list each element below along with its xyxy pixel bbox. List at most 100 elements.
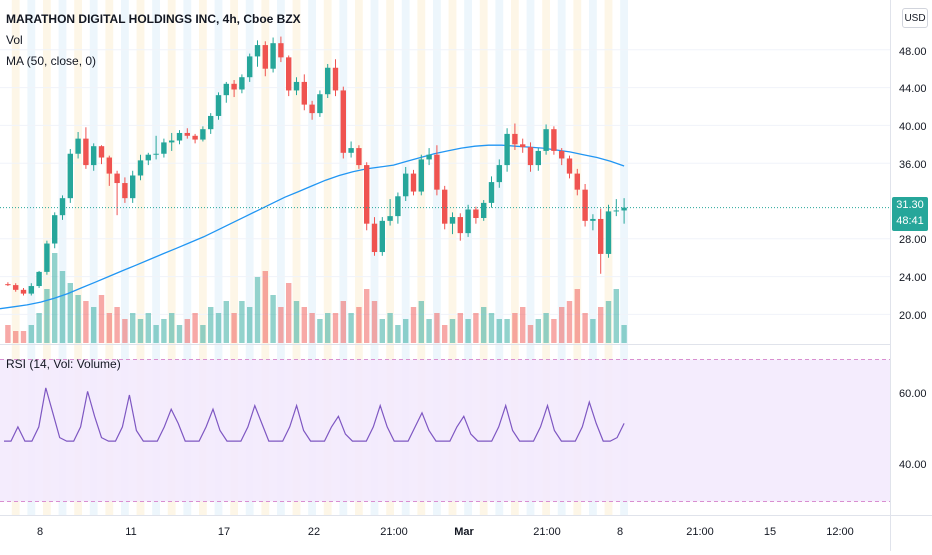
- time-tick: 8: [36, 526, 44, 538]
- session-band: [573, 0, 582, 515]
- volume-bar: [215, 313, 222, 343]
- candle-body: [278, 43, 284, 58]
- volume-bar: [208, 307, 214, 343]
- candle-body: [317, 94, 323, 114]
- candle-body: [36, 271, 42, 287]
- volume-bar: [543, 313, 549, 343]
- session-band: [58, 0, 67, 515]
- volume-bar: [418, 301, 424, 343]
- candle-body: [83, 138, 89, 166]
- session-band: [401, 0, 410, 515]
- session-band: [464, 0, 472, 515]
- volume-bar: [67, 283, 73, 343]
- candle-body: [59, 198, 66, 216]
- volume-bar: [59, 271, 66, 343]
- candle-body: [379, 220, 385, 253]
- volume-bar: [293, 301, 300, 343]
- rsi-tick: 60.00: [899, 388, 927, 400]
- session-band: [495, 0, 504, 515]
- volume-bar: [426, 319, 432, 343]
- volume-bar: [176, 325, 183, 343]
- session-band: [199, 0, 207, 515]
- price-tick: 48.00: [899, 46, 927, 58]
- session-band: [11, 0, 20, 515]
- session-band: [370, 0, 379, 515]
- volume-legend[interactable]: Vol: [6, 33, 23, 47]
- candle-body: [169, 140, 175, 143]
- candle-body: [231, 83, 237, 90]
- volume-bar: [36, 313, 42, 343]
- candle-body: [254, 45, 261, 57]
- volume-bar: [145, 313, 151, 343]
- candle-body: [122, 183, 128, 199]
- time-tick: 15: [763, 526, 777, 538]
- session-band: [277, 0, 285, 515]
- candle-body: [223, 83, 229, 96]
- candle-body: [293, 81, 300, 91]
- volume-bar: [28, 325, 34, 343]
- candle-body: [605, 211, 612, 254]
- session-band: [526, 0, 535, 515]
- candle-body: [613, 210, 619, 212]
- candle-body: [566, 158, 573, 174]
- price-axis[interactable]: 48.00 44.00 40.00 36.00 28.00 24.00 20.0…: [890, 0, 932, 515]
- last-price-value: 31.30: [896, 199, 924, 211]
- candle-body: [28, 286, 34, 294]
- candle-body: [332, 67, 339, 91]
- candle-body: [247, 56, 253, 78]
- volume-bar: [387, 313, 393, 343]
- volume-bar: [559, 307, 565, 343]
- volume-bar: [473, 313, 479, 343]
- volume-bar: [200, 325, 206, 343]
- session-band: [417, 0, 426, 515]
- candle-body: [473, 209, 479, 219]
- volume-bar: [106, 313, 112, 343]
- session-band: [183, 0, 192, 515]
- symbol-title[interactable]: MARATHON DIGITAL HOLDINGS INC, 4h, Cboe …: [6, 12, 301, 26]
- candle-body: [387, 216, 393, 221]
- session-band: [479, 0, 488, 515]
- currency-button[interactable]: USD: [902, 8, 928, 28]
- volume-bar: [286, 283, 292, 343]
- candle-body: [44, 243, 50, 272]
- price-tick: 40.00: [899, 121, 927, 133]
- chart-canvas[interactable]: [0, 0, 890, 550]
- candle-body: [551, 129, 557, 151]
- candle-body: [449, 217, 456, 224]
- pane-divider[interactable]: [0, 344, 890, 345]
- session-band: [355, 0, 363, 515]
- rsi-legend[interactable]: RSI (14, Vol: Volume): [6, 357, 121, 371]
- candle-body: [434, 154, 440, 190]
- volume-bar: [395, 325, 401, 343]
- volume-bar: [566, 301, 573, 343]
- volume-bar: [364, 289, 370, 343]
- candle-body: [512, 133, 518, 145]
- time-tick: Mar: [454, 526, 474, 538]
- chart-area[interactable]: [0, 0, 890, 550]
- axis-corner: [890, 515, 932, 551]
- time-axis[interactable]: 8 11 17 22 21:00 Mar 21:00 8 21:00 15 12…: [0, 515, 890, 551]
- volume-bar: [130, 313, 136, 343]
- volume-bar: [512, 313, 518, 343]
- time-tick: 12:00: [826, 526, 854, 538]
- session-band: [542, 0, 550, 515]
- candle-body: [442, 189, 448, 224]
- candle-body: [325, 67, 331, 95]
- volume-bar: [598, 307, 604, 343]
- volume-bar: [270, 295, 276, 343]
- volume-bar: [442, 325, 448, 343]
- volume-bar: [551, 319, 557, 343]
- candle-body: [340, 90, 346, 153]
- volume-bar: [488, 313, 495, 343]
- volume-bar: [527, 325, 534, 343]
- volume-bar: [91, 307, 97, 343]
- volume-bar: [582, 313, 588, 343]
- candle-body: [52, 215, 58, 244]
- candle-body: [457, 217, 463, 234]
- session-band: [230, 0, 238, 515]
- volume-bar: [153, 325, 159, 343]
- time-tick: 8: [616, 526, 624, 538]
- ma-legend[interactable]: MA (50, close, 0): [6, 54, 97, 68]
- session-band: [89, 0, 98, 515]
- volume-bar: [621, 325, 627, 343]
